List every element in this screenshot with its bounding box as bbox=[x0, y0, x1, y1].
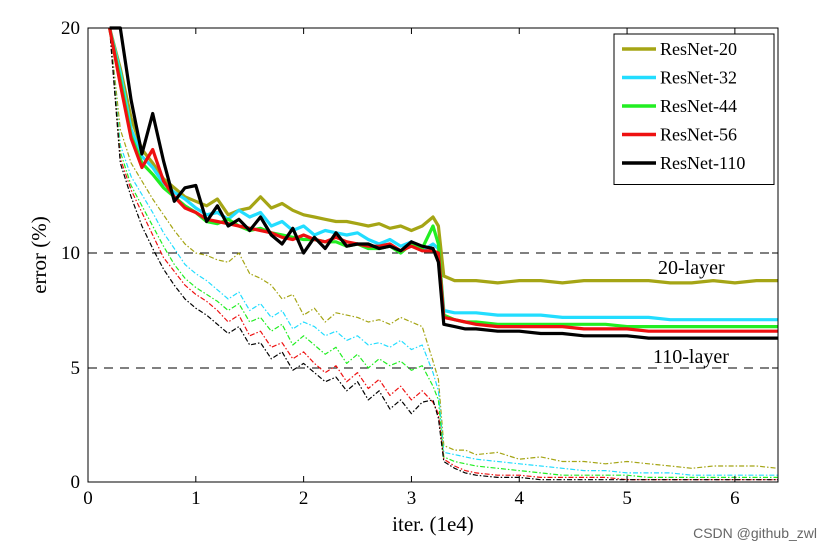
series-train-9 bbox=[109, 27, 778, 481]
series-train-5 bbox=[109, 27, 779, 469]
annotation-20-layer: 20-layer bbox=[658, 257, 725, 279]
y-tick-label-3: 20 bbox=[61, 18, 80, 39]
x-tick-label-5: 5 bbox=[622, 488, 632, 509]
x-tick-label-3: 3 bbox=[407, 488, 417, 509]
x-tick-label-6: 6 bbox=[730, 488, 740, 509]
annotation-110-layer: 110-layer bbox=[653, 346, 729, 368]
legend-label-4: ResNet-110 bbox=[660, 153, 745, 173]
legend: ResNet-20 ResNet-32 ResNet-44 ResNet-56 ResN… bbox=[613, 33, 775, 185]
legend-label-3: ResNet-56 bbox=[660, 125, 737, 145]
axis-ticks: 0 1 2 3 4 5 6 0 5 10 20 bbox=[61, 18, 778, 509]
watermark: CSDN @github_zwl bbox=[693, 525, 817, 541]
legend-box bbox=[613, 33, 775, 185]
series-train-8 bbox=[109, 27, 778, 481]
legend-label-2: ResNet-44 bbox=[660, 96, 737, 116]
x-tick-label-4: 4 bbox=[515, 488, 525, 509]
series-layer bbox=[108, 26, 779, 481]
legend-label-1: ResNet-32 bbox=[660, 68, 737, 88]
x-tick-label-0: 0 bbox=[83, 488, 93, 509]
series-test-0 bbox=[108, 27, 778, 285]
x-tick-label-2: 2 bbox=[299, 488, 309, 509]
y-tick-label-2: 10 bbox=[61, 243, 80, 264]
y-tick-label-0: 0 bbox=[71, 472, 81, 493]
y-tick-label-1: 5 bbox=[71, 358, 81, 379]
x-tick-label-1: 1 bbox=[191, 488, 201, 509]
plot-frame bbox=[87, 27, 779, 483]
legend-label-0: ResNet-20 bbox=[660, 39, 737, 59]
series-test-4 bbox=[109, 26, 778, 340]
x-axis-label: iter. (1e4) bbox=[392, 512, 474, 536]
series-train-6 bbox=[109, 27, 778, 476]
y-axis-label: error (%) bbox=[27, 216, 51, 294]
series-test-1 bbox=[108, 27, 778, 322]
